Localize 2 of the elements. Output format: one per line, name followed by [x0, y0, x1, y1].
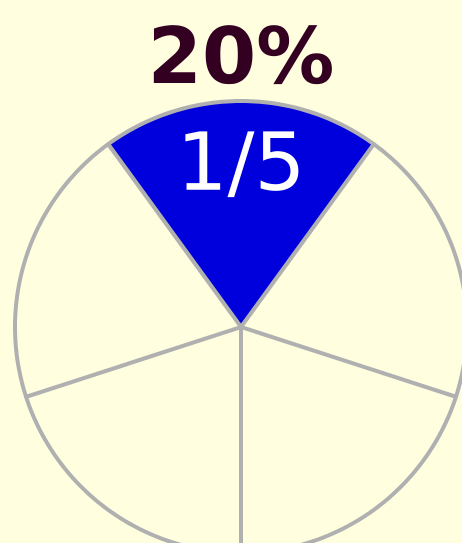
data-label: 20% [154, 25, 332, 84]
slice-label: 1/5 [185, 131, 298, 198]
